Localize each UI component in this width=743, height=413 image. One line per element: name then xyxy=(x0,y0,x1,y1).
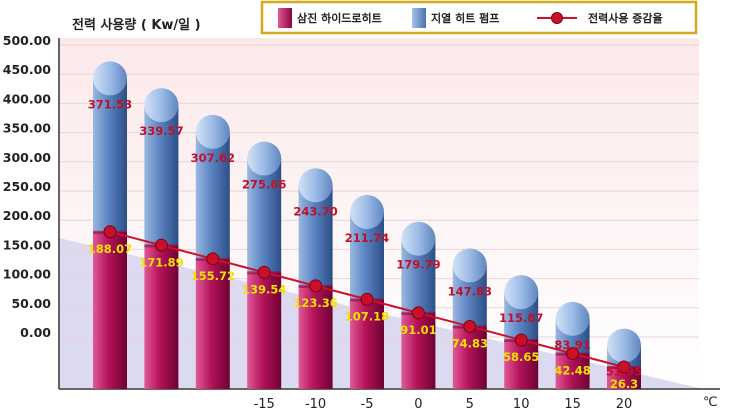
data-label-geothermal: 115.87 xyxy=(499,311,543,325)
bar-hydroheat xyxy=(93,231,127,389)
bar-geothermal-cap xyxy=(93,61,127,96)
bar-geothermal xyxy=(93,78,127,232)
data-label-hydroheat: 155.72 xyxy=(191,269,235,283)
bar-geothermal-cap xyxy=(195,114,230,149)
legend-label-rate: 전력사용 증감율 xyxy=(588,11,663,25)
bar-hydroheat xyxy=(195,258,230,389)
x-tick-label: 20 xyxy=(616,397,633,412)
data-label-hydroheat: 107.18 xyxy=(345,309,389,323)
bar-geothermal-cap xyxy=(452,248,487,283)
bar-group xyxy=(401,221,436,389)
bar-geothermal-cap xyxy=(247,141,282,176)
bar-group xyxy=(247,141,282,389)
legend-label-hydroheat: 삼진 하이드로히트 xyxy=(297,11,382,25)
y-tick-label: 300.00 xyxy=(3,150,52,165)
data-label-geothermal: 211.74 xyxy=(345,231,389,245)
bar-group xyxy=(607,328,641,389)
rate-line-marker xyxy=(411,306,425,320)
rate-line-marker xyxy=(566,346,580,360)
rate-line-marker xyxy=(206,252,220,266)
bar-group xyxy=(93,61,127,389)
data-label-geothermal: 371.53 xyxy=(88,97,132,111)
bar-hydroheat xyxy=(452,326,487,389)
x-tick-label: -5 xyxy=(361,397,374,412)
data-label-hydroheat: 26.3 xyxy=(610,377,638,391)
data-label-hydroheat: 188.07 xyxy=(88,242,132,256)
y-tick-label: 350.00 xyxy=(3,121,52,136)
y-tick-label: 150.00 xyxy=(3,237,52,252)
legend: 삼진 하이드로히트 지열 히트 펌프 전력사용 증감율 xyxy=(260,0,698,35)
rate-line-marker xyxy=(309,279,323,293)
rate-line-marker xyxy=(103,225,117,239)
data-label-hydroheat: 171.89 xyxy=(139,255,183,269)
bar-hydroheat xyxy=(607,367,641,389)
bar-group xyxy=(298,168,333,389)
y-tick-label: 0.00 xyxy=(20,325,51,340)
y-tick-label: 500.00 xyxy=(3,33,52,48)
rate-line-marker xyxy=(463,319,477,333)
bar-hydroheat xyxy=(247,272,282,389)
legend-line-marker xyxy=(551,12,563,24)
legend-box xyxy=(260,0,698,35)
x-tick-label: 0 xyxy=(414,397,422,412)
data-label-geothermal: 243.70 xyxy=(293,204,337,218)
bar-hydroheat xyxy=(298,285,333,389)
x-tick-label: -10 xyxy=(305,397,326,412)
x-tick-label: 15 xyxy=(564,397,581,412)
bar-group xyxy=(504,275,539,389)
data-label-geothermal: 307.62 xyxy=(191,151,235,165)
bar-hydroheat xyxy=(504,339,539,389)
x-axis-unit: ℃ xyxy=(703,395,718,410)
data-label-geothermal: 179.79 xyxy=(396,258,440,272)
bar-geothermal-cap xyxy=(401,221,436,256)
y-tick-label: 200.00 xyxy=(3,208,52,223)
y-tick-label: 250.00 xyxy=(3,179,52,194)
bar-hydroheat xyxy=(144,245,179,389)
x-tick-label: 10 xyxy=(513,397,530,412)
y-tick-label: 100.00 xyxy=(3,267,52,282)
data-label-geothermal: 83.91 xyxy=(554,338,590,352)
data-label-geothermal: 275.66 xyxy=(242,178,286,192)
bar-geothermal-cap xyxy=(504,275,539,310)
x-tick-label: -15 xyxy=(254,397,275,412)
data-label-geothermal: 339.57 xyxy=(139,124,183,138)
bar-geothermal-cap xyxy=(350,194,384,229)
legend-swatch-hydroheat xyxy=(278,8,292,28)
y-axis-title: 전력 사용량 ( Kw/일 ) xyxy=(72,17,201,33)
rate-line-marker xyxy=(154,238,168,252)
data-label-geothermal: 147.83 xyxy=(448,284,492,298)
rate-line-marker xyxy=(360,292,374,306)
legend-swatch-geothermal xyxy=(412,8,426,28)
bar-geothermal-cap xyxy=(607,328,641,363)
bar-geothermal xyxy=(144,105,179,246)
data-label-hydroheat: 123.36 xyxy=(293,296,337,310)
bar-group xyxy=(195,114,230,389)
bar-geothermal xyxy=(247,158,282,273)
bar-geothermal-cap xyxy=(298,168,333,203)
data-label-hydroheat: 58.65 xyxy=(503,350,539,364)
rate-line-marker xyxy=(514,333,528,347)
y-tick-label: 450.00 xyxy=(3,62,52,77)
bar-geothermal xyxy=(195,131,230,259)
y-tick-label: 50.00 xyxy=(11,296,51,311)
bar-group xyxy=(452,248,487,389)
bar-geothermal-cap xyxy=(144,88,179,123)
bar-hydroheat xyxy=(350,299,384,389)
bar-group xyxy=(144,88,179,389)
legend-label-geothermal: 지열 히트 펌프 xyxy=(431,11,499,25)
data-label-hydroheat: 91.01 xyxy=(400,323,436,337)
data-label-geothermal: 51.95 xyxy=(606,365,642,379)
y-tick-label: 400.00 xyxy=(3,91,52,106)
bar-geothermal-cap xyxy=(555,301,590,336)
bar-hydroheat xyxy=(401,312,436,389)
data-label-hydroheat: 139.54 xyxy=(242,282,286,296)
data-label-hydroheat: 74.83 xyxy=(452,336,488,350)
rate-line-marker xyxy=(617,360,631,374)
x-tick-label: 5 xyxy=(466,397,474,412)
data-label-hydroheat: 42.48 xyxy=(554,363,590,377)
bar-group xyxy=(350,194,384,389)
rate-line-marker xyxy=(257,265,271,279)
